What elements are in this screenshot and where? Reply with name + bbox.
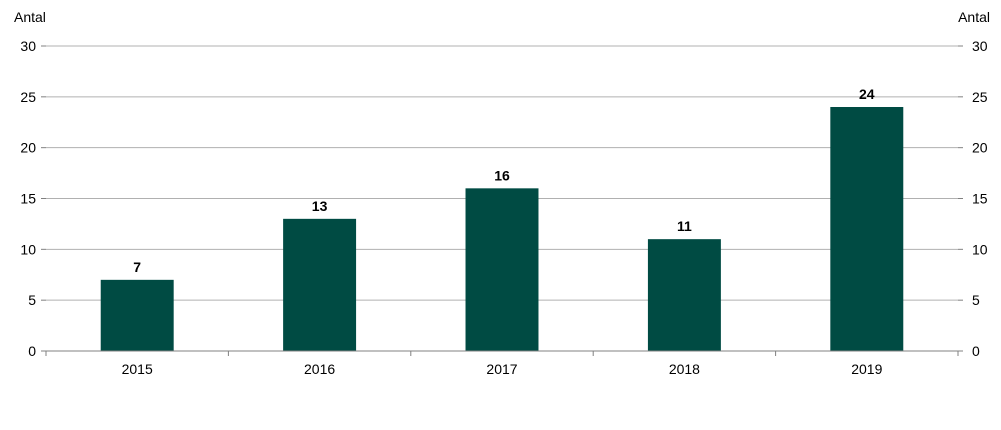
data-label-2017: 16: [494, 167, 510, 183]
data-label-2019: 24: [859, 86, 875, 102]
x-tick-label-2019: 2019: [851, 361, 882, 377]
x-tick-label-2016: 2016: [304, 361, 335, 377]
y-tick-label-left: 10: [20, 241, 36, 257]
y-axis-title-left: Antal: [14, 9, 46, 25]
bar-2019: [830, 107, 904, 351]
y-tick-label-right: 5: [972, 292, 980, 308]
y-tick-label-left: 5: [28, 292, 36, 308]
y-axis-title-right: Antal: [958, 9, 990, 25]
y-tick-label-right: 15: [972, 191, 988, 207]
bars: [100, 107, 904, 351]
bar-2015: [100, 279, 174, 351]
y-tick-label-right: 20: [972, 140, 988, 156]
y-tick-label-right: 0: [972, 343, 980, 359]
x-tick-label-2018: 2018: [669, 361, 700, 377]
y-tick-label-right: 25: [972, 89, 988, 105]
x-tick-label-2017: 2017: [486, 361, 517, 377]
bar-2018: [647, 239, 721, 351]
y-tick-label-left: 15: [20, 191, 36, 207]
y-tick-label-left: 25: [20, 89, 36, 105]
data-label-2016: 13: [312, 198, 328, 214]
axes: [41, 45, 963, 356]
bar-2017: [465, 188, 539, 351]
y-tick-label-right: 10: [972, 241, 988, 257]
labels: 7 13 16 11 24 2015 2016 2017 2018 2019 0 0 5 5 10 10 15 1…: [20, 38, 987, 377]
y-tick-label-left: 0: [28, 343, 36, 359]
y-tick-label-left: 20: [20, 140, 36, 156]
bar-2016: [283, 218, 357, 351]
data-label-2018: 11: [677, 218, 692, 234]
x-tick-label-2015: 2015: [122, 361, 153, 377]
y-tick-label-right: 30: [972, 38, 988, 54]
y-tick-label-left: 30: [20, 38, 36, 54]
data-label-2015: 7: [133, 259, 141, 275]
